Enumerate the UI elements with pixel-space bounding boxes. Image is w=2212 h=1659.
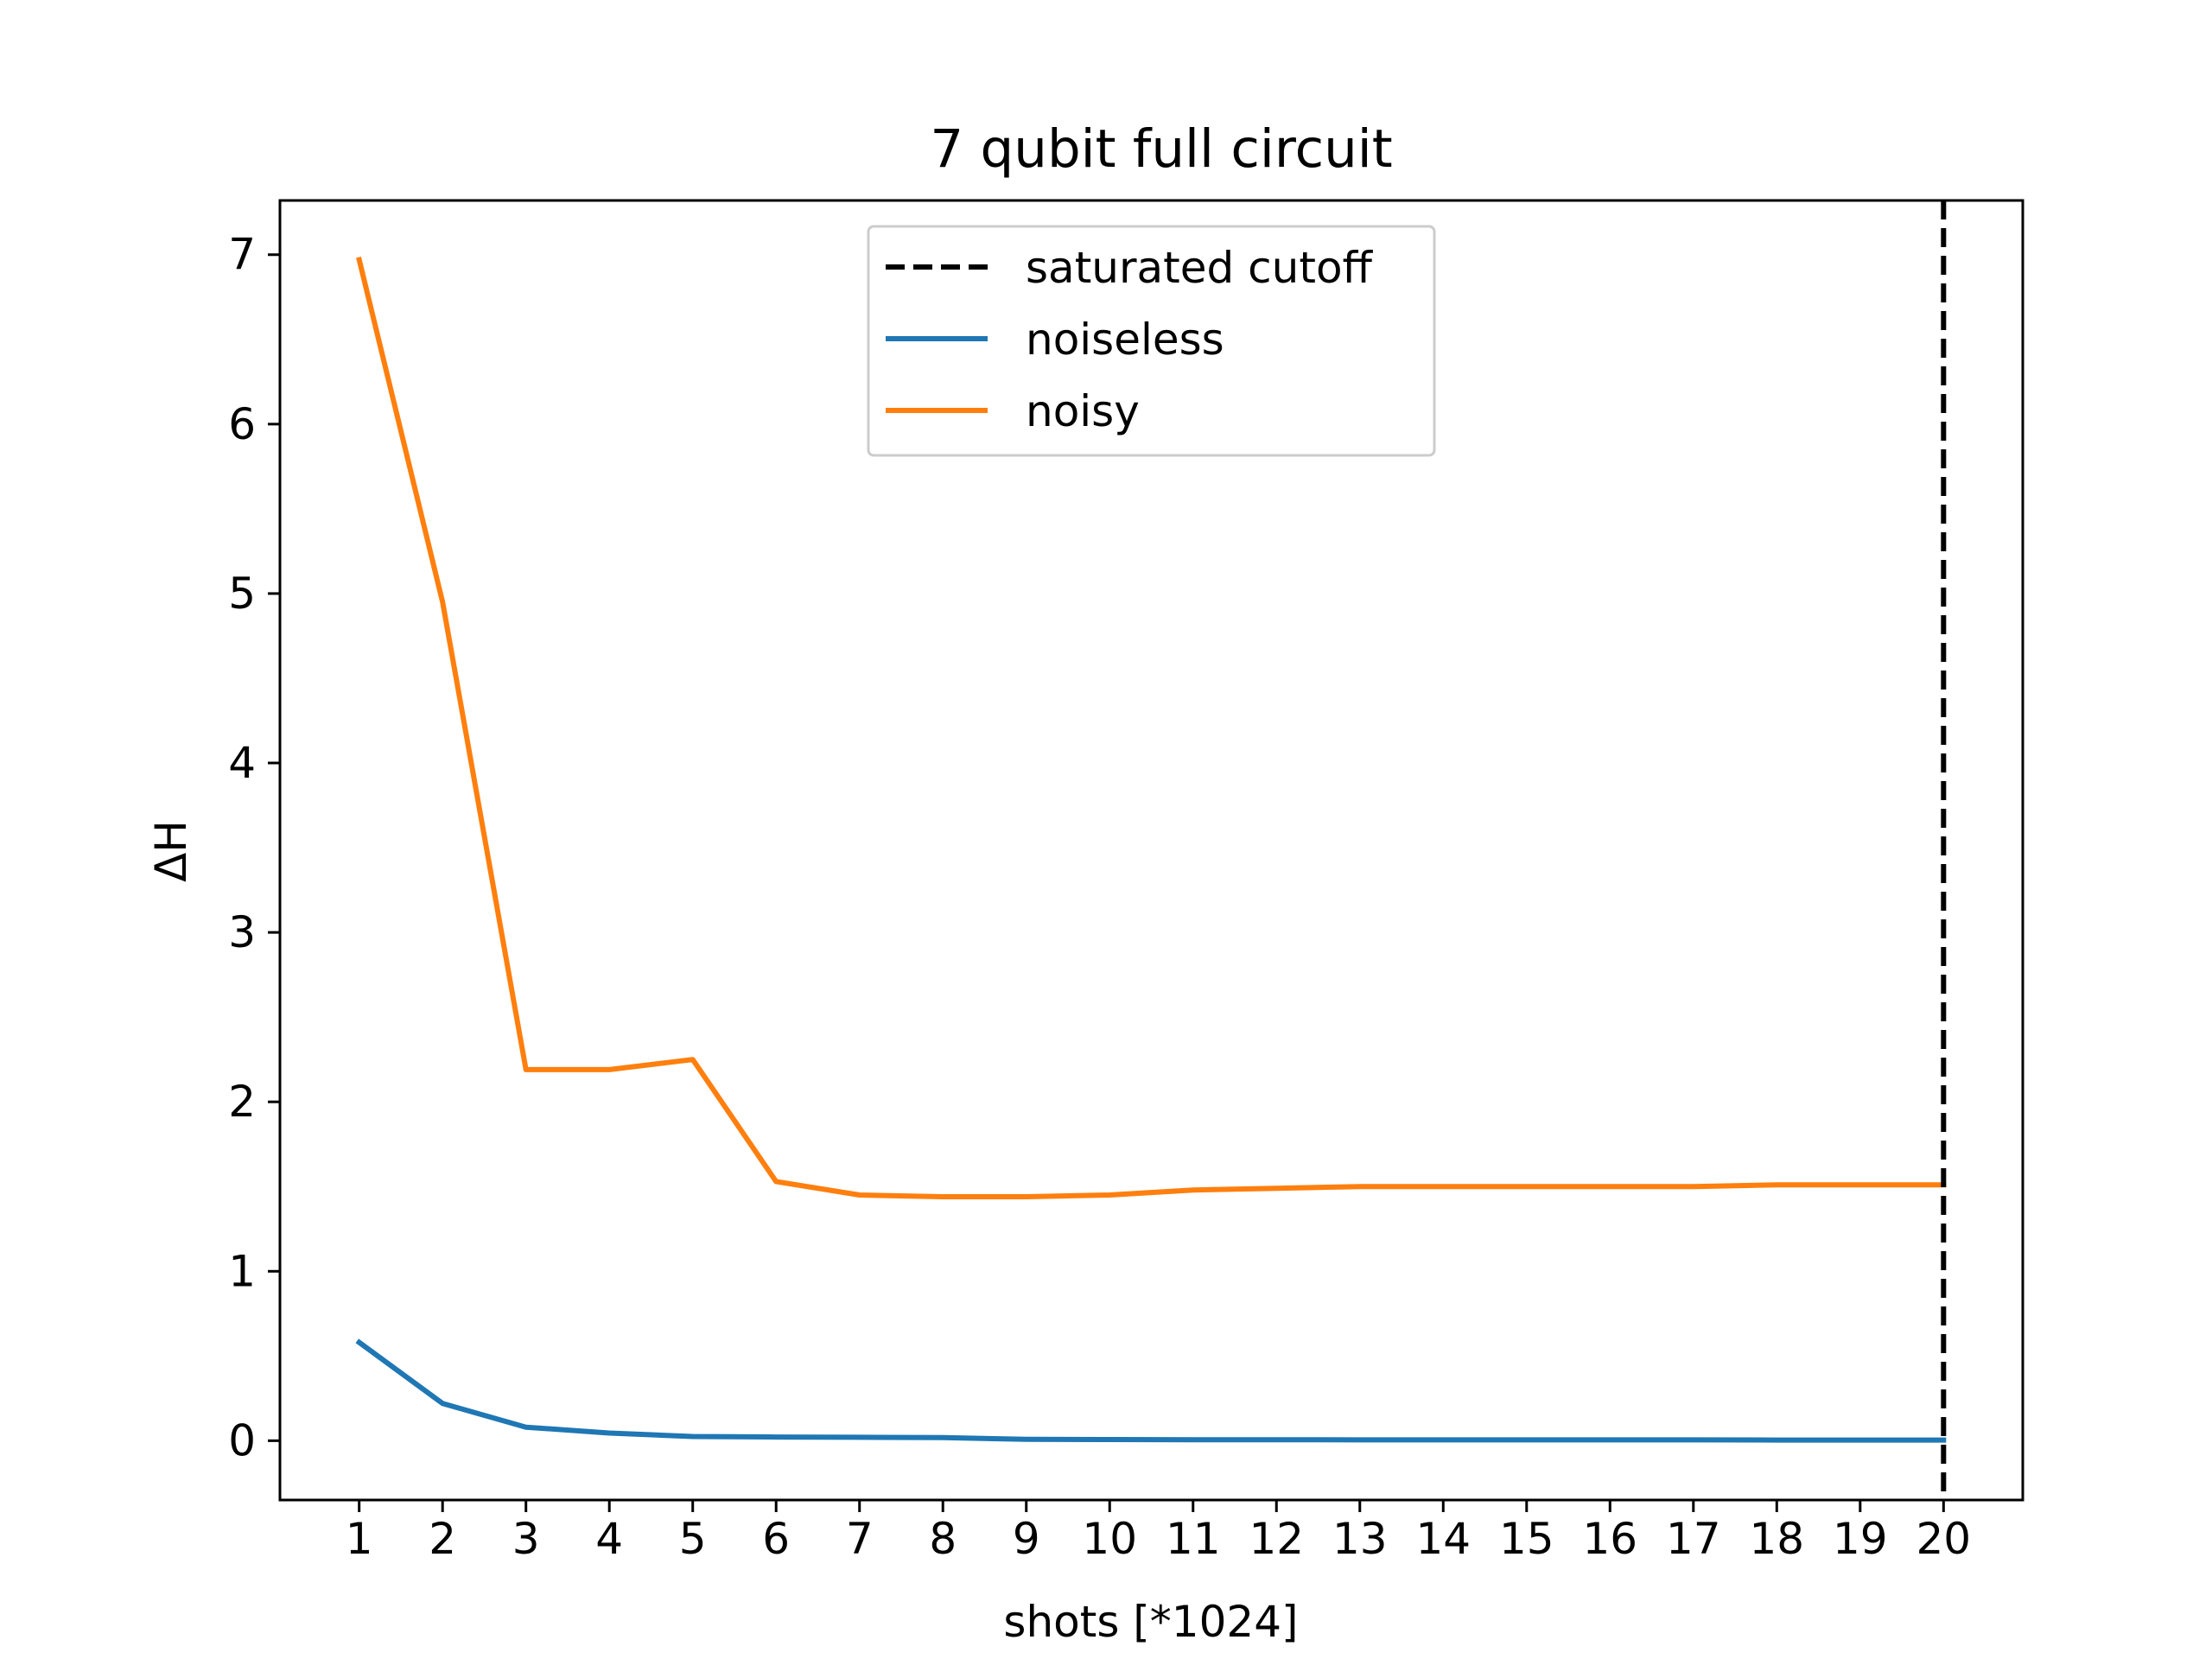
x-tick-label: 9	[1013, 1514, 1040, 1564]
y-tick-label: 6	[228, 399, 256, 449]
x-tick-label: 8	[929, 1514, 957, 1564]
x-tick-label: 16	[1582, 1514, 1637, 1564]
x-tick-label: 20	[1916, 1514, 1972, 1564]
legend-label-noisy: noisy	[1026, 386, 1140, 436]
y-axis-label: ΔH	[146, 820, 196, 882]
x-tick-label: 3	[512, 1514, 540, 1564]
x-tick-label: 12	[1249, 1514, 1304, 1564]
y-tick-label: 1	[228, 1246, 256, 1296]
y-tick-label: 0	[228, 1415, 256, 1465]
legend-label-noiseless: noiseless	[1026, 315, 1224, 365]
x-tick-label: 4	[595, 1514, 623, 1564]
x-axis-label: shots [*1024]	[1003, 1597, 1298, 1647]
y-tick-label: 4	[228, 738, 256, 788]
x-tick-label: 5	[679, 1514, 707, 1564]
x-tick-label: 15	[1499, 1514, 1554, 1564]
x-tick-label: 7	[846, 1514, 874, 1564]
x-tick-label: 1	[346, 1514, 373, 1564]
series-line-noisy	[356, 256, 1947, 1199]
chart-title: 7 qubit full circuit	[930, 118, 1392, 180]
x-tick-label: 10	[1082, 1514, 1137, 1564]
x-tick-label: 14	[1415, 1514, 1471, 1564]
x-axis: 1 2 3 4 5 6 7 8 9 10 11 12 13 14 15 16 17 18 19 20	[346, 1500, 1971, 1564]
y-tick-label: 3	[228, 907, 256, 957]
y-tick-label: 7	[228, 230, 256, 280]
x-tick-label: 19	[1833, 1514, 1888, 1564]
x-tick-label: 11	[1166, 1514, 1221, 1564]
series-line-noiseless	[355, 1338, 1947, 1443]
y-tick-label: 2	[228, 1077, 256, 1127]
y-tick-label: 5	[228, 569, 256, 619]
x-tick-label: 17	[1666, 1514, 1721, 1564]
legend-label-saturated-cutoff: saturated cutoff	[1026, 243, 1374, 293]
x-tick-label: 6	[762, 1514, 790, 1564]
y-axis: 0 1 2 3 4 5 6 7	[228, 230, 280, 1465]
legend: saturated cutoff noiseless noisy	[867, 225, 1436, 457]
series-layer	[355, 256, 1947, 1443]
axes-frame	[278, 199, 2024, 1502]
x-tick-label: 2	[429, 1514, 456, 1564]
x-tick-label: 13	[1332, 1514, 1388, 1564]
legend-box	[867, 225, 1436, 457]
x-tick-label: 18	[1749, 1514, 1804, 1564]
